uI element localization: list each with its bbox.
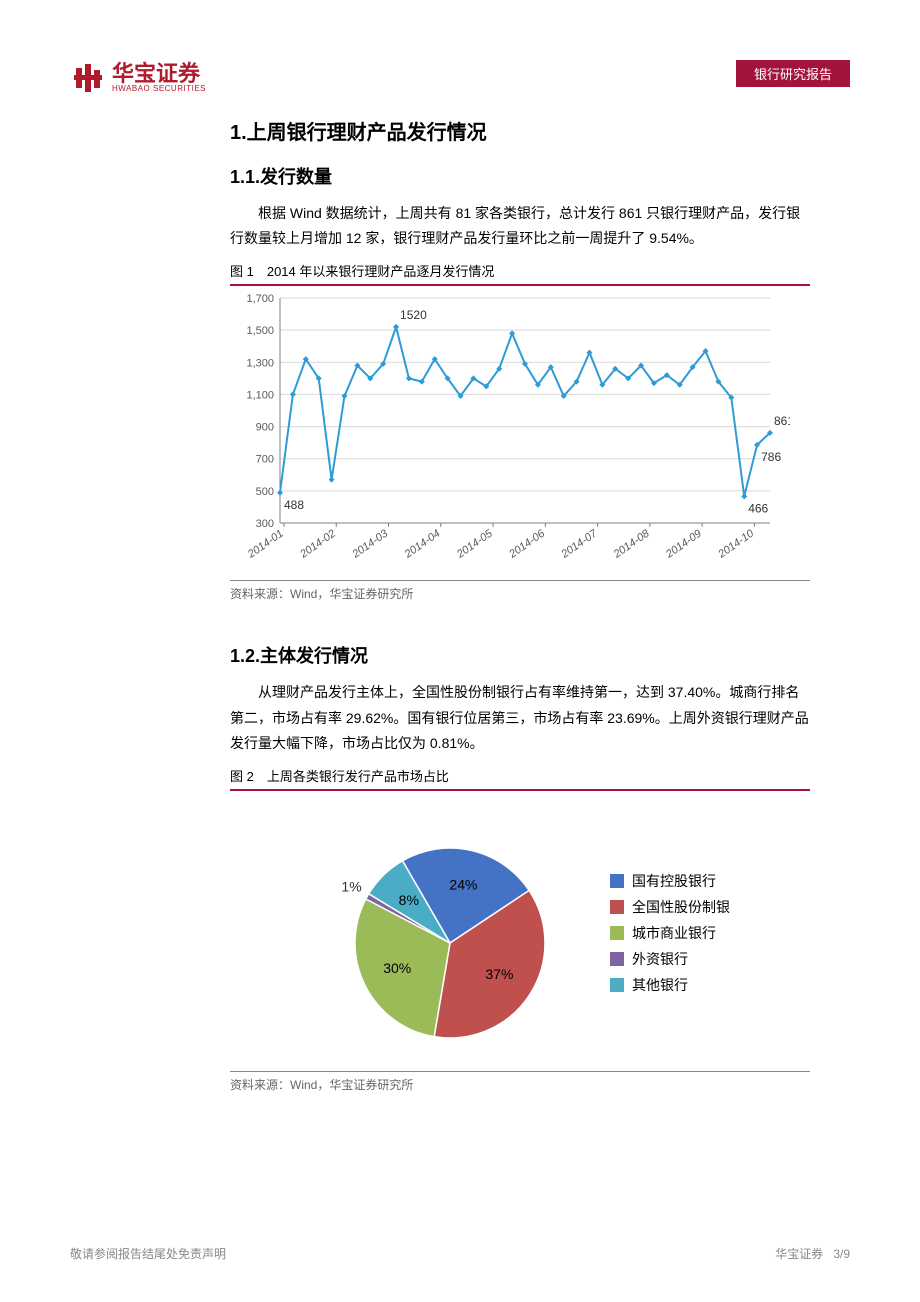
- svg-text:2014-09: 2014-09: [663, 528, 704, 562]
- svg-text:1,100: 1,100: [246, 390, 274, 402]
- page-header: 华宝证券 HWABAO SECURITIES 银行研究报告: [70, 60, 850, 96]
- svg-text:466: 466: [748, 502, 768, 516]
- svg-text:1,700: 1,700: [246, 293, 274, 305]
- legend-swatch: [610, 978, 624, 992]
- legend-item: 外资银行: [610, 949, 730, 969]
- svg-text:900: 900: [256, 422, 274, 434]
- logo-text: 华宝证券 HWABAO SECURITIES: [112, 63, 206, 93]
- svg-text:1,500: 1,500: [246, 326, 274, 338]
- logo-text-en: HWABAO SECURITIES: [112, 85, 206, 93]
- svg-text:500: 500: [256, 486, 274, 498]
- legend-item: 其他银行: [610, 975, 730, 995]
- legend-label: 其他银行: [632, 975, 688, 995]
- figure-2-legend: 国有控股银行全国性股份制银城市商业银行外资银行其他银行: [610, 865, 730, 1001]
- figure-2-chart: 24% 37% 30% 1% 8% 国有控股银行全国性股份制银城市商业银行外资银行其他银…: [230, 793, 810, 1069]
- logo-icon: [70, 60, 106, 96]
- svg-text:2014-02: 2014-02: [297, 528, 338, 562]
- legend-label: 外资银行: [632, 949, 688, 969]
- svg-text:2014-04: 2014-04: [402, 528, 443, 562]
- svg-text:2014-08: 2014-08: [611, 527, 652, 561]
- svg-text:2014-05: 2014-05: [454, 527, 495, 561]
- figure-2-source: 资料来源：Wind，华宝证券研究所: [230, 1071, 810, 1093]
- svg-text:2014-03: 2014-03: [349, 527, 390, 561]
- svg-text:2014-10: 2014-10: [715, 527, 756, 561]
- section-1-1-body: 根据 Wind 数据统计，上周共有 81 家各类银行，总计发行 861 只银行理…: [230, 201, 810, 251]
- legend-item: 全国性股份制银: [610, 897, 730, 917]
- legend-label: 城市商业银行: [632, 923, 716, 943]
- figure-1-caption: 图 1 2014 年以来银行理财产品逐月发行情况: [230, 261, 810, 286]
- figure-2-caption: 图 2 上周各类银行发行产品市场占比: [230, 766, 810, 791]
- svg-text:1%: 1%: [341, 878, 361, 894]
- footer-page-info: 华宝证券 3/9: [775, 1245, 850, 1262]
- section-1-2-title: 1.2.主体发行情况: [230, 642, 850, 668]
- page-footer: 敬请参阅报告结尾处免责声明 华宝证券 3/9: [70, 1245, 850, 1262]
- legend-label: 国有控股银行: [632, 871, 716, 891]
- svg-text:1520: 1520: [400, 308, 427, 322]
- svg-text:2014-07: 2014-07: [559, 527, 600, 561]
- legend-swatch: [610, 900, 624, 914]
- legend-swatch: [610, 874, 624, 888]
- brand-logo: 华宝证券 HWABAO SECURITIES: [70, 60, 206, 96]
- legend-item: 国有控股银行: [610, 871, 730, 891]
- section-1-title: 1.上周银行理财产品发行情况: [230, 116, 850, 145]
- legend-swatch: [610, 926, 624, 940]
- legend-swatch: [610, 952, 624, 966]
- figure-1-chart: 300 500 700 900 1,100 1,300 1,500 1,700 2014-01 2…: [230, 288, 810, 578]
- svg-text:786: 786: [761, 450, 781, 464]
- svg-text:37%: 37%: [485, 966, 513, 982]
- svg-text:488: 488: [284, 498, 304, 512]
- legend-label: 全国性股份制银: [632, 897, 730, 917]
- svg-text:300: 300: [256, 518, 274, 530]
- logo-text-cn: 华宝证券: [112, 63, 206, 85]
- svg-text:24%: 24%: [449, 877, 477, 893]
- svg-text:861: 861: [774, 414, 790, 428]
- legend-item: 城市商业银行: [610, 923, 730, 943]
- footer-disclaimer: 敬请参阅报告结尾处免责声明: [70, 1245, 226, 1262]
- section-1-1-title: 1.1.发行数量: [230, 163, 850, 189]
- figure-1-source: 资料来源：Wind，华宝证券研究所: [230, 580, 810, 602]
- svg-text:2014-06: 2014-06: [506, 527, 547, 561]
- svg-text:2014-01: 2014-01: [245, 528, 286, 562]
- section-1-2-body: 从理财产品发行主体上，全国性股份制银行占有率维持第一，达到 37.40%。城商行…: [230, 680, 810, 756]
- svg-text:8%: 8%: [399, 892, 419, 908]
- svg-text:1,300: 1,300: [246, 358, 274, 370]
- svg-text:700: 700: [256, 454, 274, 466]
- svg-text:30%: 30%: [383, 960, 411, 976]
- report-category-badge: 银行研究报告: [736, 60, 850, 87]
